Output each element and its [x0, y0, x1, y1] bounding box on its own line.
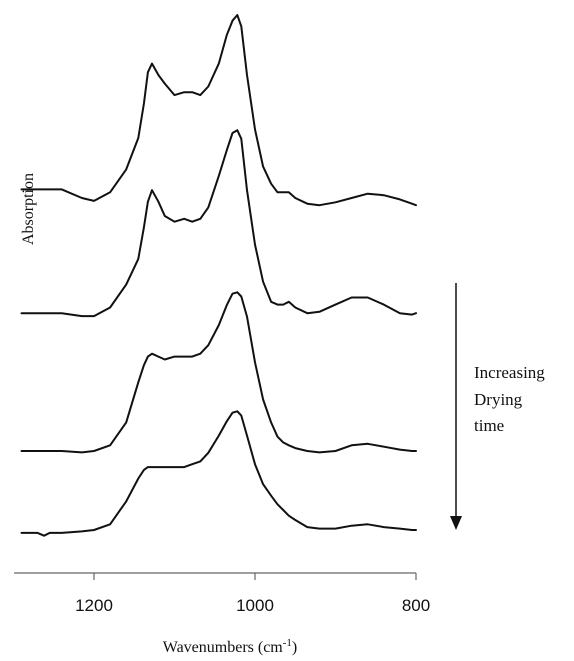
spectrum-curve-4: [20, 410, 417, 537]
annotation-line-1: Increasing: [474, 363, 545, 382]
x-axis-label-main: Wavenumbers (cm: [163, 639, 284, 656]
annotation-line-3: time: [474, 416, 504, 435]
x-axis-label-close: ): [292, 639, 297, 656]
spectra-curves: [20, 14, 417, 537]
x-axis-label-superscript: -1: [283, 637, 292, 649]
x-tick-label-800: 800: [402, 596, 430, 615]
spectrum-curve-3: [20, 291, 417, 454]
y-axis-label: Absorption: [20, 173, 37, 245]
x-axis-ticks: 1200 1000 800: [75, 573, 430, 615]
spectrum-curve-1: [20, 14, 417, 207]
x-axis-label: Wavenumbers (cm-1): [163, 637, 298, 656]
drying-arrow-head: [450, 516, 462, 530]
x-tick-label-1000: 1000: [236, 596, 274, 615]
annotation-line-2: Drying: [474, 390, 523, 409]
spectrum-curve-2: [20, 129, 417, 318]
x-tick-label-1200: 1200: [75, 596, 113, 615]
